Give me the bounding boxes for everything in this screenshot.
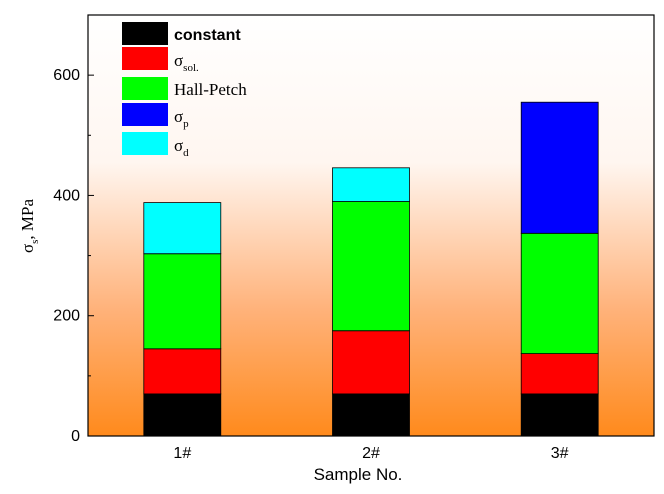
plot-frame [87, 14, 655, 437]
legend-p-sub: p [183, 118, 189, 130]
legend-p-base: σ [174, 107, 183, 126]
bar-segment-1-sol [143, 348, 222, 395]
bar-segment-3-p [520, 101, 599, 234]
x-tick-label: 2# [362, 445, 380, 462]
legend-swatch-d [122, 132, 168, 155]
bars-group [143, 101, 599, 437]
legend-label-p: σp [174, 107, 189, 130]
bar-segment-3-hallpetch [520, 232, 599, 355]
bar-segment-2-sol [332, 330, 410, 395]
legend-swatch-hall-petch [122, 77, 168, 100]
bar-segment-3-sol [520, 353, 599, 395]
y-axis-title-sub: s [29, 240, 41, 244]
legend-label-d: σd [174, 136, 189, 159]
y-axis-ticks: 0 200 400 600 [53, 67, 94, 445]
legend-sol-base: σ [174, 51, 183, 70]
bar-segment-1-d [143, 202, 222, 255]
legend-sol-sub: sol. [183, 62, 199, 74]
legend-label-hall-petch: Hall-Petch [174, 80, 247, 99]
legend-d-base: σ [174, 136, 183, 155]
bar-segment-2-hallpetch [332, 200, 410, 332]
bar-segment-2-d [332, 167, 410, 202]
legend-swatch-constant [122, 22, 168, 45]
y-axis-title: σs, MPa [18, 199, 41, 254]
x-tick-label: 1# [173, 445, 191, 462]
legend: constant σsol. Hall-Petch σp σd [122, 22, 247, 159]
y-tick-label: 400 [53, 187, 80, 204]
legend-swatch-p [122, 103, 168, 126]
x-axis-ticks: 1# 2# 3# [173, 430, 569, 462]
legend-label-sol: σsol. [174, 51, 199, 74]
bar-segment-1-hallpetch [143, 253, 222, 350]
y-tick-label: 200 [53, 308, 80, 325]
legend-swatch-sol [122, 47, 168, 70]
y-axis-title-unit: , MPa [18, 199, 37, 240]
legend-label-constant: constant [174, 27, 241, 44]
y-tick-label: 0 [71, 428, 80, 445]
x-axis-title: Sample No. [314, 465, 403, 484]
bar-segment-1-constant [143, 393, 222, 437]
x-tick-label: 3# [551, 445, 569, 462]
y-tick-label: 600 [53, 67, 80, 84]
bar-segment-3-constant [520, 393, 599, 437]
bar-segment-2-constant [332, 393, 410, 437]
y-axis-title-base: σ [18, 244, 37, 253]
legend-d-sub: d [183, 147, 189, 159]
